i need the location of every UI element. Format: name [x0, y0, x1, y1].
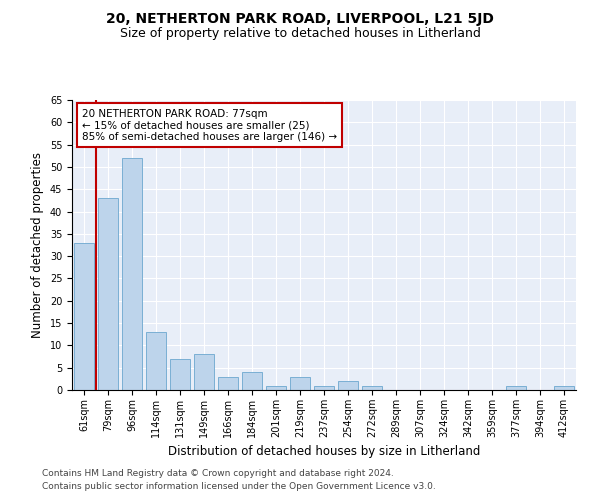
Text: 20, NETHERTON PARK ROAD, LIVERPOOL, L21 5JD: 20, NETHERTON PARK ROAD, LIVERPOOL, L21 … [106, 12, 494, 26]
Bar [554, 386, 574, 390]
Bar [266, 386, 286, 390]
Bar [122, 158, 142, 390]
Bar [194, 354, 214, 390]
Text: 20 NETHERTON PARK ROAD: 77sqm
← 15% of detached houses are smaller (25)
85% of s: 20 NETHERTON PARK ROAD: 77sqm ← 15% of d… [82, 108, 337, 142]
Bar [314, 386, 334, 390]
Bar [218, 376, 238, 390]
Bar [242, 372, 262, 390]
Bar [290, 376, 310, 390]
Text: Contains public sector information licensed under the Open Government Licence v3: Contains public sector information licen… [42, 482, 436, 491]
Bar [74, 243, 94, 390]
Bar [146, 332, 166, 390]
Bar [170, 359, 190, 390]
Bar [362, 386, 382, 390]
Y-axis label: Number of detached properties: Number of detached properties [31, 152, 44, 338]
Bar [338, 381, 358, 390]
Text: Contains HM Land Registry data © Crown copyright and database right 2024.: Contains HM Land Registry data © Crown c… [42, 468, 394, 477]
Bar [506, 386, 526, 390]
Text: Size of property relative to detached houses in Litherland: Size of property relative to detached ho… [119, 28, 481, 40]
X-axis label: Distribution of detached houses by size in Litherland: Distribution of detached houses by size … [168, 446, 480, 458]
Bar [98, 198, 118, 390]
